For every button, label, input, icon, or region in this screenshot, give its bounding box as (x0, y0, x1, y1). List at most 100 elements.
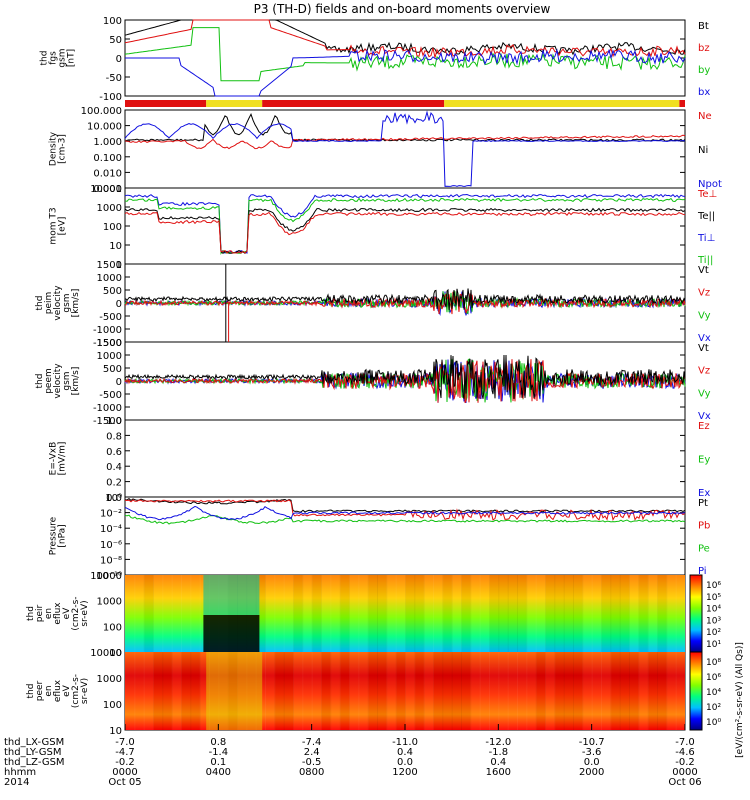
y-tick-label-peem: -500 (99, 390, 122, 401)
spectrogram-band (330, 652, 341, 730)
peem-vz-line (124, 359, 686, 404)
spectrogram-band (171, 575, 182, 652)
pi-line (124, 505, 686, 521)
spectrogram-band (554, 652, 565, 730)
spectrogram-band (573, 575, 584, 652)
colorbar-tick-peer: 10⁶ (706, 673, 721, 683)
mode-bar-segment (679, 100, 685, 107)
legend-density-Ne: Ne (698, 111, 712, 122)
colorbar-tick-peir: 10¹ (706, 640, 721, 650)
pe-line (124, 514, 686, 525)
mode-bar-segment (125, 100, 207, 107)
ti-par-line (124, 197, 686, 255)
legend-peem-Vz: Vz (698, 366, 710, 377)
spectrogram-band (339, 575, 350, 652)
spectrogram-band (573, 652, 584, 730)
spectrogram-band (377, 652, 388, 730)
colorbar-tick-peir: 10⁵ (706, 593, 721, 603)
y-tick-label-temp: 1 (116, 260, 122, 271)
colorbar-tick-peir: 10⁶ (706, 581, 721, 591)
pb-line (124, 499, 686, 521)
spectrogram-band (451, 575, 462, 652)
y-tick-label-peem: -1000 (93, 403, 122, 414)
ti-perp-line (124, 193, 686, 254)
te-perp-line (124, 211, 686, 254)
spectrogram-band (246, 652, 257, 730)
spectrogram-band (395, 652, 406, 730)
y-tick-label-density: 10.000 (87, 122, 122, 133)
bz-line (124, 19, 686, 58)
spectrogram-band (423, 652, 434, 730)
spectrogram-band (563, 652, 574, 730)
spectrogram-band (143, 652, 154, 730)
y-axis-label-density: Density (49, 131, 59, 166)
y-axis-label-peem: thd (35, 374, 45, 389)
peir-dark-region (203, 615, 260, 653)
x-axis-value: -7.0 (115, 737, 135, 748)
spectrogram-band (162, 652, 173, 730)
legend-temp-Ti||: Ti|| (697, 255, 713, 266)
x-axis-value: 0.4 (397, 747, 413, 758)
y-tick-label-pressure: 10⁻⁸ (100, 555, 122, 566)
y-tick-label-peim: 1500 (97, 260, 122, 271)
spectrogram-band (470, 575, 481, 652)
spectrogram-band (591, 652, 602, 730)
y-axis-label-peir: (cm2-s- (71, 596, 81, 630)
spectrogram-band (255, 652, 266, 730)
y-axis-label-peim: velocity (53, 285, 63, 321)
spectrogram-band (601, 575, 612, 652)
spectrogram-band (498, 575, 509, 652)
y-axis-label-fgs: [nT] (67, 49, 77, 67)
spectrogram-band (395, 575, 406, 652)
y-tick-label-density: 100.000 (81, 106, 122, 117)
spectrogram-band (442, 652, 453, 730)
spectrogram-band (535, 652, 546, 730)
legend-efield-Ez: Ez (698, 421, 710, 432)
legend-fgs-bx: bx (698, 87, 710, 98)
x-axis-value: 0.0 (397, 757, 413, 768)
y-tick-label-density: 0.001 (93, 184, 122, 195)
y-tick-label-pressure: 10⁻⁴ (100, 524, 122, 535)
y-tick-label-pressure: 10⁻⁶ (100, 540, 122, 551)
legend-density-Ni: Ni (698, 145, 708, 156)
spectrogram-band (498, 652, 509, 730)
y-axis-label-peer: eflux (53, 679, 63, 702)
y-axis-label-peim: thd (35, 296, 45, 311)
bt-line (124, 19, 686, 56)
spectrogram-band (255, 575, 266, 652)
spectrogram-band (601, 652, 612, 730)
ni-line (124, 113, 686, 142)
y-tick-label-peem: 1500 (97, 338, 122, 349)
spectrogram-band (405, 652, 416, 730)
x-axis-value: 1600 (486, 767, 511, 778)
panel-frame-density (124, 109, 686, 189)
y-tick-label-peer: 10000 (90, 648, 122, 659)
x-axis-value: 0800 (299, 767, 324, 778)
spectrogram-band (563, 575, 574, 652)
legend-peim-Vt: Vt (698, 265, 709, 276)
spectrogram-band (489, 652, 500, 730)
spectrogram-band (349, 575, 360, 652)
ne-line (124, 134, 686, 150)
colorbar-label: [eV/(cm²-s-sr-eV) (All Qs)] (735, 642, 745, 758)
spectrogram-band (479, 575, 490, 652)
colorbar-tick-peir: 10² (706, 628, 721, 638)
y-axis-label-peir: sr-eV) (80, 600, 90, 626)
y-tick-label-peem: 500 (103, 364, 122, 375)
spectrogram-band (321, 652, 332, 730)
x-axis-value: 0.0 (584, 757, 600, 768)
x-axis-row-label: thd_LZ-GSM (4, 757, 65, 768)
y-tick-label-density: 0.100 (93, 153, 122, 164)
y-axis-label-peir: en (44, 608, 54, 619)
spectrogram-band (554, 575, 565, 652)
y-tick-label-peer: 100 (103, 700, 122, 711)
spectrogram-band (423, 575, 434, 652)
spectrogram-band (293, 575, 304, 652)
y-tick-label-peir: 10000 (90, 571, 122, 582)
spectrogram-band (386, 575, 397, 652)
colorbar-tick-peer: 10⁰ (706, 718, 721, 728)
spectrogram-band (274, 575, 285, 652)
y-tick-label-peim: 1000 (97, 273, 122, 284)
legend-temp-Ti⊥: Ti⊥ (697, 233, 715, 244)
spectrogram-band (190, 575, 201, 652)
